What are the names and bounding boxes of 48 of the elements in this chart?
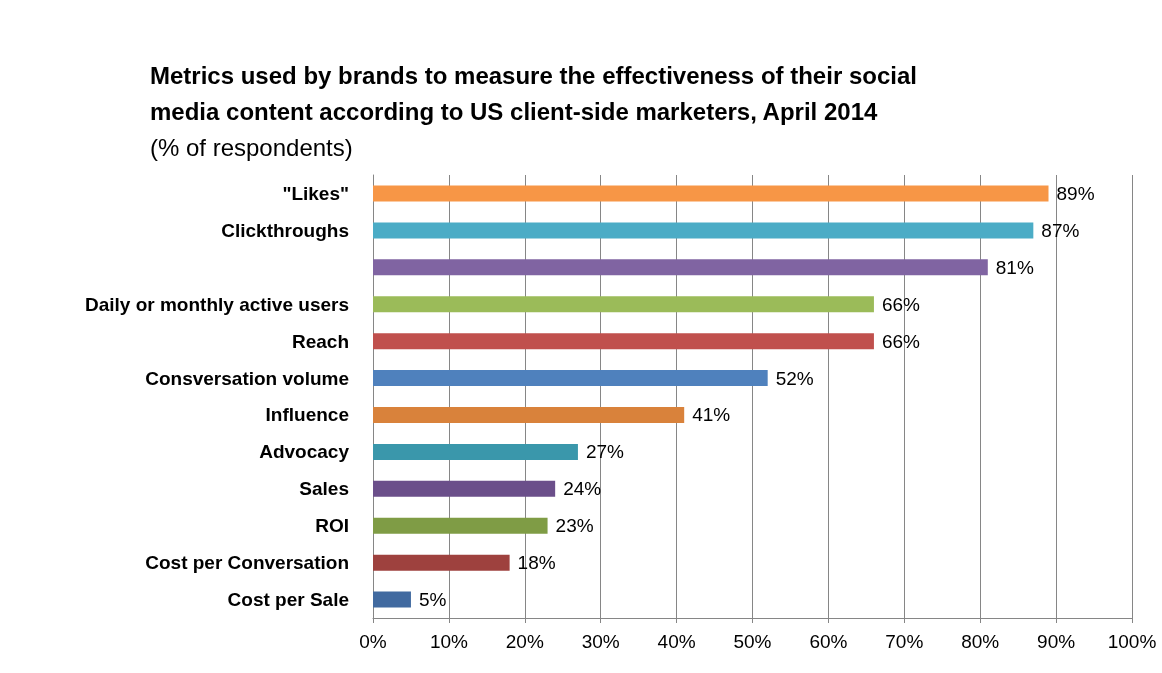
y-tick-label: Daily or monthly active users	[85, 293, 349, 315]
data-label: 23%	[555, 515, 594, 537]
y-tick-label: Influence	[265, 404, 349, 426]
data-label: 5%	[418, 589, 447, 611]
x-tick-label: 10%	[429, 631, 469, 652]
bar	[373, 296, 874, 313]
x-tick-label: 90%	[1037, 631, 1076, 652]
bar	[373, 185, 1049, 202]
bar	[373, 222, 1034, 239]
bar	[373, 480, 556, 497]
bar	[373, 591, 411, 608]
x-tick-label: 100%	[1107, 631, 1157, 652]
x-tick-label: 50%	[733, 631, 772, 652]
data-label: 66%	[881, 330, 921, 352]
data-label: 41%	[692, 404, 731, 426]
y-tick-label: Cost per Conversation	[145, 552, 349, 574]
data-label: 24%	[563, 478, 602, 500]
bar	[373, 333, 874, 350]
data-label: 89%	[1056, 182, 1095, 204]
bar	[373, 259, 988, 276]
y-tick-label: Cost per Sale	[227, 589, 349, 611]
bar	[373, 554, 510, 571]
y-tick-label: Reach	[291, 330, 349, 352]
y-tick-label: Clickthroughs	[221, 219, 349, 241]
bar	[373, 406, 685, 423]
y-tick-label: Advocacy	[259, 441, 350, 463]
data-label: 27%	[585, 441, 625, 463]
x-tick-label: 40%	[657, 631, 696, 652]
data-label: 87%	[1041, 219, 1080, 241]
x-tick-label: 20%	[505, 631, 544, 652]
bar	[373, 370, 768, 387]
y-tick-label: ROI	[315, 515, 349, 537]
y-tick-label: Sales	[299, 478, 349, 500]
chart-subtitle: (% of respondents)	[150, 133, 353, 161]
bar	[373, 443, 578, 460]
chart-title: Metrics used by brands to measure the effectiveness of their social media content according to US client-side marketers, April 2014	[150, 61, 917, 125]
data-label: 66%	[881, 293, 921, 315]
x-tick-label: 80%	[961, 631, 1000, 652]
bar	[373, 517, 548, 534]
x-tick-label: 70%	[885, 631, 924, 652]
x-tick-label: 0%	[359, 631, 387, 652]
y-tick-label: "Likes"	[282, 182, 349, 204]
data-label: 18%	[517, 552, 556, 574]
data-label: 52%	[775, 367, 814, 389]
x-tick-label: 30%	[581, 631, 620, 652]
data-label: 81%	[995, 256, 1034, 278]
y-tick-label: Consversation volume	[145, 367, 349, 389]
x-tick-label: 60%	[809, 631, 848, 652]
